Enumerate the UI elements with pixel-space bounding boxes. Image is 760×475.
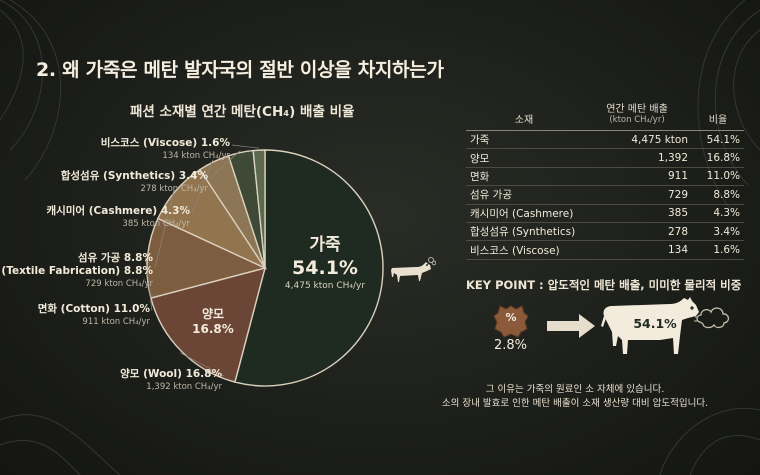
- label-viscose-value: 134 kton CH₄/yr: [162, 151, 230, 161]
- label-wool-name: 양모 (Wool) 16.8%: [120, 368, 222, 380]
- footer-line-1: 그 이유는 가죽의 원료인 소 자체에 있습니다.: [485, 384, 665, 395]
- arrow-right-icon: [547, 314, 595, 338]
- label-wool: 양모 (Wool) 16.8% 1,392 kton CH₄/yr: [120, 368, 222, 393]
- label-textile: 섬유 가공 8.8% (Textile Fabrication) 8.8% 72…: [1, 252, 153, 290]
- table-cell-ratio: 54.1%: [692, 130, 744, 150]
- page-title: 2. 왜 가죽은 메탄 발자국의 절반 이상을 차지하는가: [36, 59, 444, 81]
- leader-line: [179, 352, 225, 377]
- chart-title: 패션 소재별 연간 메탄(CH₄) 배출 비율: [130, 104, 355, 120]
- header-ratio: 비율: [692, 104, 744, 131]
- wool-slice-name: 양모: [201, 307, 225, 321]
- table-cell-emissions: 1,392: [582, 148, 692, 168]
- leader-line: [145, 257, 153, 312]
- key-point-text: KEY POINT : 압도적인 메탄 배출, 미미한 물리적 비중: [466, 278, 742, 292]
- label-cashmere: 캐시미어 (Cashmere) 4.3% 385 kton CH₄/yr: [46, 205, 190, 230]
- footer-line-2: 소의 장내 발효로 인한 메탄 배출이 소재 생산량 대비 압도적입니다.: [441, 398, 709, 409]
- label-viscose-name: 비스코스 (Viscose) 1.6%: [100, 137, 230, 149]
- leader-line: [209, 150, 241, 179]
- table-cell-emissions: 729: [582, 185, 692, 205]
- table-cell-emissions: 4,475 kton: [582, 130, 692, 150]
- table-cell-material: 면화: [466, 167, 582, 187]
- header-emissions: 연간 메탄 배출 (kton CH₄/yr): [582, 104, 692, 131]
- table-cell-emissions: 385: [582, 204, 692, 223]
- leather-slice-value: 4,475 kton CH₄/yr: [284, 281, 366, 291]
- table-row: 섬유 가공 729 8.8%: [466, 185, 744, 205]
- table-cell-material: 캐시미어 (Cashmere): [466, 204, 582, 223]
- table-row: 양모 1,392 16.8%: [466, 148, 744, 168]
- table-cell-material: 섬유 가공: [466, 185, 582, 205]
- label-viscose: 비스코스 (Viscose) 1.6% 134 kton CH₄/yr: [101, 137, 230, 162]
- slice-wool: [150, 267, 266, 383]
- table-cell-material: 양모: [466, 148, 582, 168]
- leather-slice-pct: 54.1%: [292, 257, 358, 279]
- leader-line: [154, 189, 175, 269]
- label-synthetics: 합성섬유 (Synthetics) 3.4% 278 kton CH₄/yr: [61, 170, 208, 195]
- table-row: 합성섬유 (Synthetics) 278 3.4%: [466, 222, 744, 242]
- label-synthetics-name: 합성섬유 (Synthetics) 3.4%: [60, 170, 208, 182]
- wool-slice-pct: 16.8%: [192, 322, 234, 336]
- leader-line: [231, 144, 260, 149]
- table-cell-material: 가죽: [466, 130, 582, 150]
- table-row: 캐시미어 (Cashmere) 385 4.3%: [466, 204, 744, 223]
- wool-slice-label: 양모 16.8%: [188, 307, 238, 337]
- label-textile-name-2: (Textile Fabrication) 8.8%: [1, 265, 153, 277]
- label-synthetics-value: 278 kton CH₄/yr: [140, 184, 208, 194]
- label-textile-name: 섬유 가공 8.8%: [77, 252, 153, 264]
- leather-weight-pct: 2.8%: [494, 338, 528, 353]
- table-cell-ratio: 3.4%: [692, 222, 744, 242]
- cow-methane-pct: 54.1%: [633, 316, 677, 331]
- label-wool-value: 1,392 kton CH₄/yr: [146, 382, 222, 392]
- table-cell-ratio: 16.8%: [692, 148, 744, 168]
- cow-icon: [601, 297, 699, 354]
- label-cashmere-value: 385 kton CH₄/yr: [122, 219, 190, 229]
- header-emissions-title: 연간 메탄 배출: [606, 104, 668, 115]
- leather-slice-label: 가죽 54.1% 4,475 kton CH₄/yr: [270, 235, 380, 293]
- table-cell-emissions: 278: [582, 222, 692, 242]
- table-cell-material: 합성섬유 (Synthetics): [466, 222, 582, 242]
- methane-cloud-icon: [694, 307, 730, 329]
- label-textile-value: 729 kton CH₄/yr: [85, 279, 153, 289]
- table-row: 가죽 4,475 kton 54.1%: [466, 130, 744, 150]
- table-row: 비스코스 (Viscose) 134 1.6%: [466, 240, 744, 260]
- label-cotton-name: 면화 (Cotton) 11.0%: [37, 303, 150, 315]
- leather-hide-icon: [493, 305, 529, 338]
- table-row: 면화 911 11.0%: [466, 167, 744, 187]
- label-cotton: 면화 (Cotton) 11.0% 911 kton CH₄/yr: [38, 303, 150, 328]
- header-material: 소재: [466, 104, 582, 131]
- header-emissions-unit: (kton CH₄/yr): [609, 115, 665, 125]
- emissions-table: 소재 연간 메탄 배출 (kton CH₄/yr) 비율 가죽 4,475 kto…: [466, 104, 744, 260]
- table-cell-emissions: 134: [582, 240, 692, 260]
- label-cashmere-name: 캐시미어 (Cashmere) 4.3%: [46, 205, 190, 217]
- slice-viscose: [252, 149, 266, 269]
- leader-line: [191, 159, 214, 214]
- table-cell-ratio: 8.8%: [692, 185, 744, 205]
- table-cell-material: 비스코스 (Viscose): [466, 240, 582, 260]
- table-cell-ratio: 4.3%: [692, 204, 744, 223]
- table-cell-ratio: 11.0%: [692, 167, 744, 187]
- table-cell-ratio: 1.6%: [692, 240, 744, 260]
- label-cotton-value: 911 kton CH₄/yr: [82, 317, 150, 327]
- leather-slice-name: 가죽: [309, 235, 341, 255]
- cow-icon: [391, 257, 436, 282]
- table-cell-emissions: 911: [582, 167, 692, 187]
- slice-leather: [234, 149, 384, 387]
- leather-hide-symbol: %: [505, 311, 517, 324]
